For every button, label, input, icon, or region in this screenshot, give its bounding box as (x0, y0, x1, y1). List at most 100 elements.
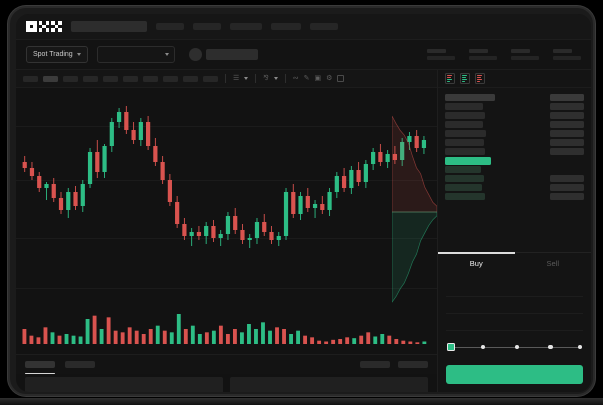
orders-panels (16, 377, 437, 392)
stat-value (469, 55, 497, 60)
price-chart[interactable] (16, 88, 437, 354)
pair-avatar (188, 48, 202, 61)
toolbar-divider (284, 74, 286, 83)
orderbook-ask-row[interactable] (445, 147, 584, 156)
timeframe-button-1[interactable] (23, 75, 38, 82)
orders-action-1[interactable] (360, 361, 390, 368)
orderbook-col-price (445, 94, 495, 101)
orderbook-mode-asks-icon[interactable] (475, 73, 485, 84)
indicator-icon[interactable]: ⅋ (263, 75, 269, 82)
okx-logo-icon[interactable] (26, 21, 62, 32)
orders-tab-bar (16, 354, 437, 374)
orderbook-view-modes (438, 70, 591, 88)
order-field-total[interactable] (446, 314, 583, 331)
nav-item-3[interactable] (230, 23, 262, 30)
nav-item-1[interactable] (156, 23, 184, 30)
device-frame: Spot Trading (8, 6, 595, 396)
place-buy-order-button[interactable] (446, 365, 583, 384)
pencil-icon[interactable]: ✎ (303, 75, 310, 82)
line-tool-icon[interactable]: ∾ (292, 75, 299, 82)
timeframe-button-4[interactable] (83, 75, 98, 82)
timeframe-button-9[interactable] (183, 75, 198, 82)
orderbook-ask-row[interactable] (445, 138, 584, 147)
slider-stop-25[interactable] (480, 344, 486, 349)
orderbook-header-row (445, 93, 584, 102)
market-stat-3 (511, 49, 539, 60)
toolbar-divider (255, 74, 257, 83)
order-field-amount[interactable] (446, 297, 583, 314)
stat-value (553, 55, 581, 60)
trading-mode-dropdown[interactable]: Spot Trading (26, 46, 88, 63)
tab-order-history[interactable] (65, 361, 95, 368)
chevron-down-icon[interactable] (273, 77, 278, 80)
tab-sell[interactable]: Sell (546, 259, 559, 268)
candle-type-icon[interactable]: ☰ (233, 75, 240, 82)
app-screen: Spot Trading (16, 14, 591, 392)
timeframe-button-2[interactable] (43, 75, 58, 82)
top-navigation-bar (16, 14, 591, 40)
trading-mode-label: Spot Trading (33, 51, 73, 58)
orderbook-mode-both-icon[interactable] (445, 73, 455, 84)
orderbook-ask-row[interactable] (445, 111, 584, 120)
timeframe-button-5[interactable] (103, 75, 118, 82)
market-stats-group (413, 49, 581, 60)
orders-action-2[interactable] (398, 361, 428, 368)
pair-name-label (205, 49, 258, 60)
tab-buy[interactable]: Buy (438, 252, 515, 274)
timeframe-button-7[interactable] (143, 75, 158, 82)
orderbook-ask-row[interactable] (445, 102, 584, 111)
orders-actions-group (360, 361, 428, 368)
device-hinge (0, 398, 603, 405)
nav-item-5[interactable] (310, 23, 338, 30)
stat-label (553, 49, 572, 53)
volume-histogram (22, 314, 427, 344)
orderbook-col-amount (550, 94, 584, 101)
percent-slider[interactable] (447, 343, 582, 352)
market-stat-2 (469, 49, 497, 60)
pair-select-dropdown[interactable] (96, 46, 175, 63)
depth-chart-overlay (392, 115, 437, 303)
chevron-down-icon (164, 53, 169, 56)
order-form (438, 274, 591, 331)
stat-value (511, 55, 539, 60)
pair-header-bar: Spot Trading (16, 40, 591, 70)
search-input[interactable] (71, 21, 147, 32)
orders-panel-left[interactable] (25, 377, 223, 392)
buy-sell-tabs: Buy Sell (438, 252, 591, 274)
candlestick-series (22, 106, 427, 248)
slider-handle[interactable] (447, 343, 455, 351)
slider-stop-100[interactable] (577, 344, 582, 349)
orderbook-and-form-panel: Buy Sell (437, 70, 591, 392)
timeframe-button-8[interactable] (163, 75, 178, 82)
camera-icon[interactable]: ▣ (314, 75, 322, 82)
timeframe-button-10[interactable] (203, 75, 218, 82)
order-field-price[interactable] (446, 280, 583, 297)
orderbook-bid-row[interactable] (445, 192, 584, 201)
timeframe-button-6[interactable] (123, 75, 138, 82)
orders-panel-right[interactable] (230, 377, 428, 392)
nav-item-2[interactable] (193, 23, 221, 30)
stat-label (511, 49, 530, 53)
slider-stop-75[interactable] (548, 344, 553, 349)
fullscreen-icon[interactable] (337, 75, 345, 82)
orderbook-ask-row[interactable] (445, 129, 584, 138)
orderbook-bid-row[interactable] (445, 183, 584, 192)
orderbook-bid-row[interactable] (445, 165, 584, 174)
orderbook-mode-bids-icon[interactable] (460, 73, 470, 84)
orderbook[interactable] (438, 88, 591, 248)
chevron-down-icon[interactable] (244, 77, 249, 80)
stat-label (427, 49, 446, 53)
toolbar-divider (225, 74, 226, 83)
market-stat-1 (427, 49, 455, 60)
chart-toolbar: ☰ ⅋ ∾ ✎ ▣ ⚙ (16, 70, 437, 88)
timeframe-button-3[interactable] (63, 75, 78, 82)
nav-item-4[interactable] (271, 23, 301, 30)
tab-open-orders[interactable] (25, 361, 55, 374)
settings-icon[interactable]: ⚙ (326, 75, 333, 82)
slider-stop-50[interactable] (514, 344, 519, 349)
market-stat-4 (553, 49, 581, 60)
stat-value (427, 55, 455, 60)
orderbook-ask-row[interactable] (445, 120, 584, 129)
orderbook-bid-row[interactable] (445, 174, 584, 183)
chart-gridlines (16, 88, 437, 354)
